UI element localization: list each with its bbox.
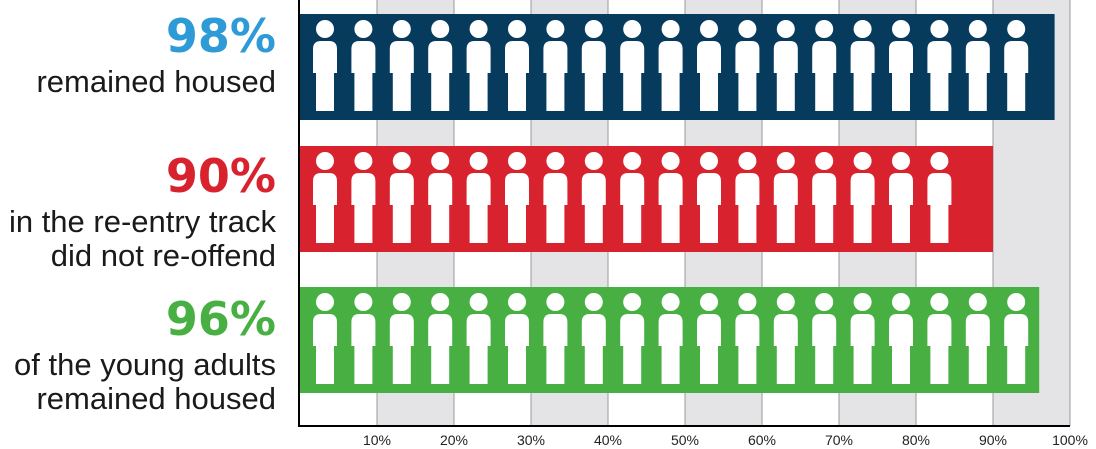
- category-label: remained housed: [36, 64, 276, 99]
- x-axis: [298, 0, 1070, 427]
- tick-label: 100%: [1052, 432, 1088, 448]
- category-percent: 98%: [166, 9, 276, 63]
- category-percent: 96%: [166, 292, 276, 346]
- category-label: in the re-entry track: [9, 204, 277, 239]
- tick-label: 70%: [825, 432, 853, 448]
- tick-label: 60%: [748, 432, 776, 448]
- tick-label: 50%: [671, 432, 699, 448]
- tick-label: 40%: [594, 432, 622, 448]
- tick-label: 90%: [979, 432, 1007, 448]
- bar: [300, 146, 993, 252]
- tick-label: 80%: [902, 432, 930, 448]
- category-label: remained housed: [36, 381, 276, 416]
- x-tick-labels: 10% 20% 30% 40% 50% 60% 70% 80% 90% 100%: [363, 432, 1088, 448]
- tick-label: 20%: [440, 432, 468, 448]
- tick-label: 30%: [517, 432, 545, 448]
- category-percent: 90%: [166, 149, 276, 203]
- tick-label: 10%: [363, 432, 391, 448]
- category-label: of the young adults: [14, 347, 276, 382]
- category-label: did not re-offend: [51, 238, 276, 273]
